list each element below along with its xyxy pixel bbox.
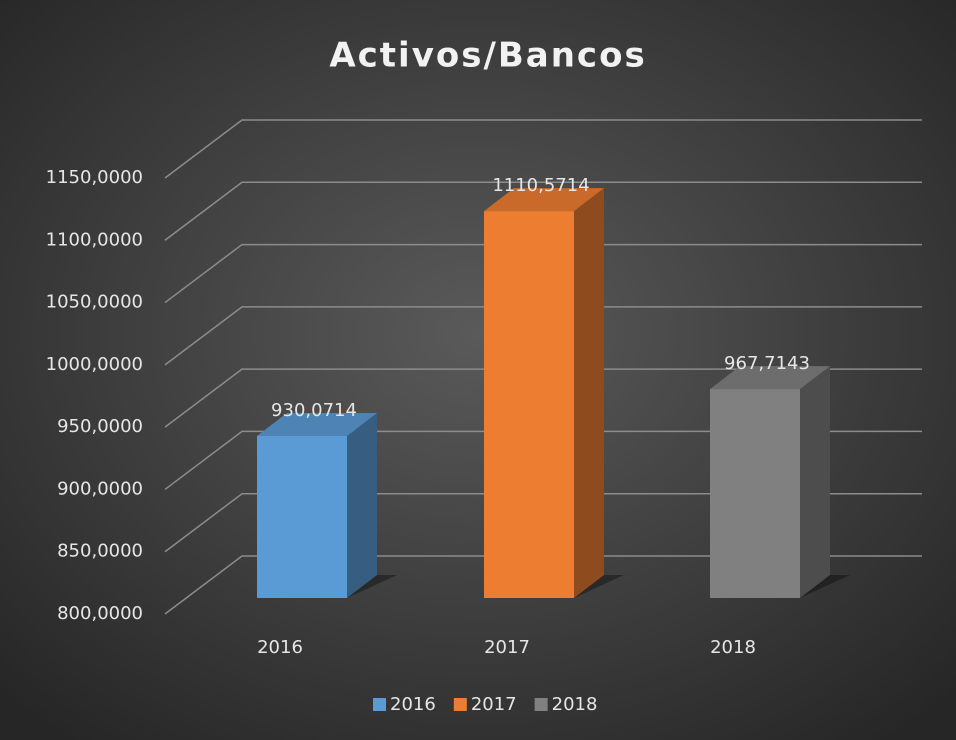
bar-top [710,366,830,390]
legend-label: 2018 [552,694,598,715]
y-tick-label: 900,0000 [57,478,143,499]
bar-side [800,366,830,598]
data-label: 930,0714 [271,400,357,421]
y-tick-label: 1050,0000 [46,292,143,313]
y-tick-label: 800,0000 [57,603,143,624]
legend-label: 2016 [390,694,436,715]
bar [484,211,574,599]
chart-title: Activos/Bancos [329,36,646,76]
y-tick-label: 1150,0000 [46,167,143,188]
bar-side [574,188,604,599]
legend-swatch [534,698,548,711]
grid-line [164,243,922,304]
y-tick-label: 1000,0000 [46,354,143,375]
x-tick-label: 2016 [257,637,303,658]
grid-line [164,492,922,553]
bar-top [257,412,377,436]
grid-line [164,181,922,241]
legend-swatch [453,698,467,711]
y-tick-label: 850,0000 [57,541,143,562]
grid-line [164,306,922,366]
grid-line [164,430,922,491]
x-tick-label: 2018 [710,637,756,658]
grid-line [164,119,922,179]
y-tick-label: 950,0000 [57,416,143,437]
legend-label: 2017 [471,694,517,715]
data-label: 1110,5714 [492,175,589,196]
bar-top [484,188,604,212]
x-tick-label: 2017 [484,637,530,658]
bar [257,435,347,598]
data-label: 967,7143 [724,353,810,374]
grid-line [164,555,922,615]
bar [710,389,800,598]
grid-line [164,368,922,428]
y-tick-label: 1100,0000 [46,229,143,250]
bar-side [347,412,377,598]
legend-swatch [373,698,386,711]
